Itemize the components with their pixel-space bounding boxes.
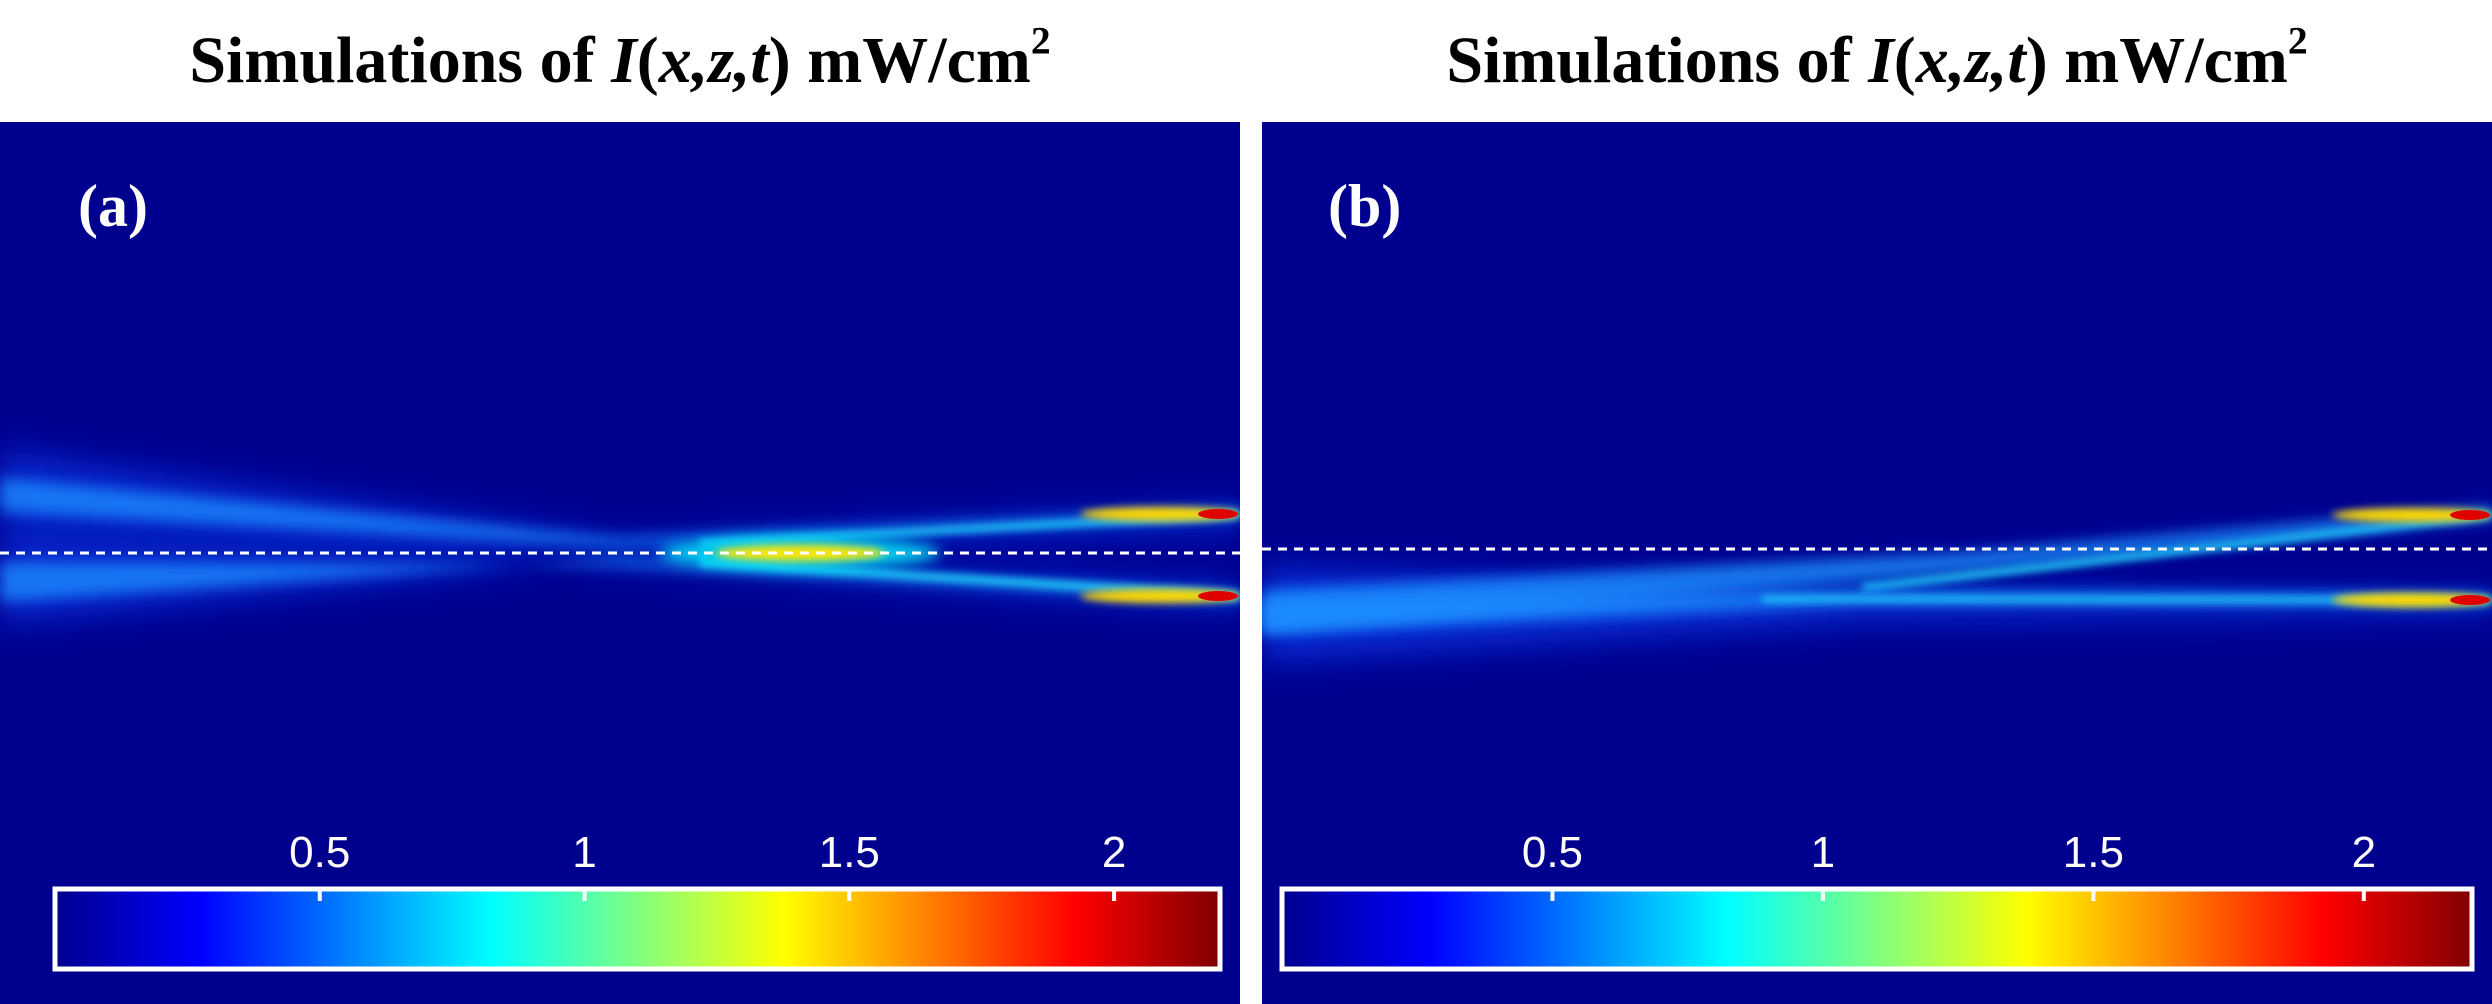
colorbar-tick-label: 0.5: [289, 828, 350, 877]
panel-a-title: Simulations of I(x,z,t) mW/cm2: [189, 18, 1051, 97]
panel-b-title: Simulations of I(x,z,t) mW/cm2: [1446, 18, 2308, 97]
colorbar-b: 0.5 1 1.5 2: [1279, 828, 2475, 972]
beam-upper: [0, 450, 1240, 554]
colorbar-tick-label: 2: [2352, 828, 2376, 877]
beam-lower: [1262, 590, 2492, 634]
panel-divider: [1240, 122, 1262, 1004]
panel-label-a: (a): [78, 173, 148, 239]
colorbar-a-bar: [52, 886, 1223, 972]
colorbar-tick-label: 0.5: [1522, 828, 1583, 877]
beam-lower: [0, 534, 1240, 624]
colorbar-b-bar: [1279, 886, 2475, 972]
colorbar-tick-label: 1.5: [2063, 828, 2124, 877]
heatmap-panel-a: (a) 0.5 1 1.5 2: [0, 122, 1240, 1004]
colorbar-tick-label: 1: [572, 828, 596, 877]
colorbar-a: 0.5 1 1.5 2: [52, 828, 1223, 972]
panel-label-b: (b): [1328, 173, 1401, 239]
colorbar-tick-label: 1: [1811, 828, 1835, 877]
colorbar-tick-label: 2: [1102, 828, 1126, 877]
heatmap-panel-b: (b) 0.5 1 1.5 2: [1262, 122, 2492, 1004]
colorbar-tick-label: 1.5: [819, 828, 880, 877]
